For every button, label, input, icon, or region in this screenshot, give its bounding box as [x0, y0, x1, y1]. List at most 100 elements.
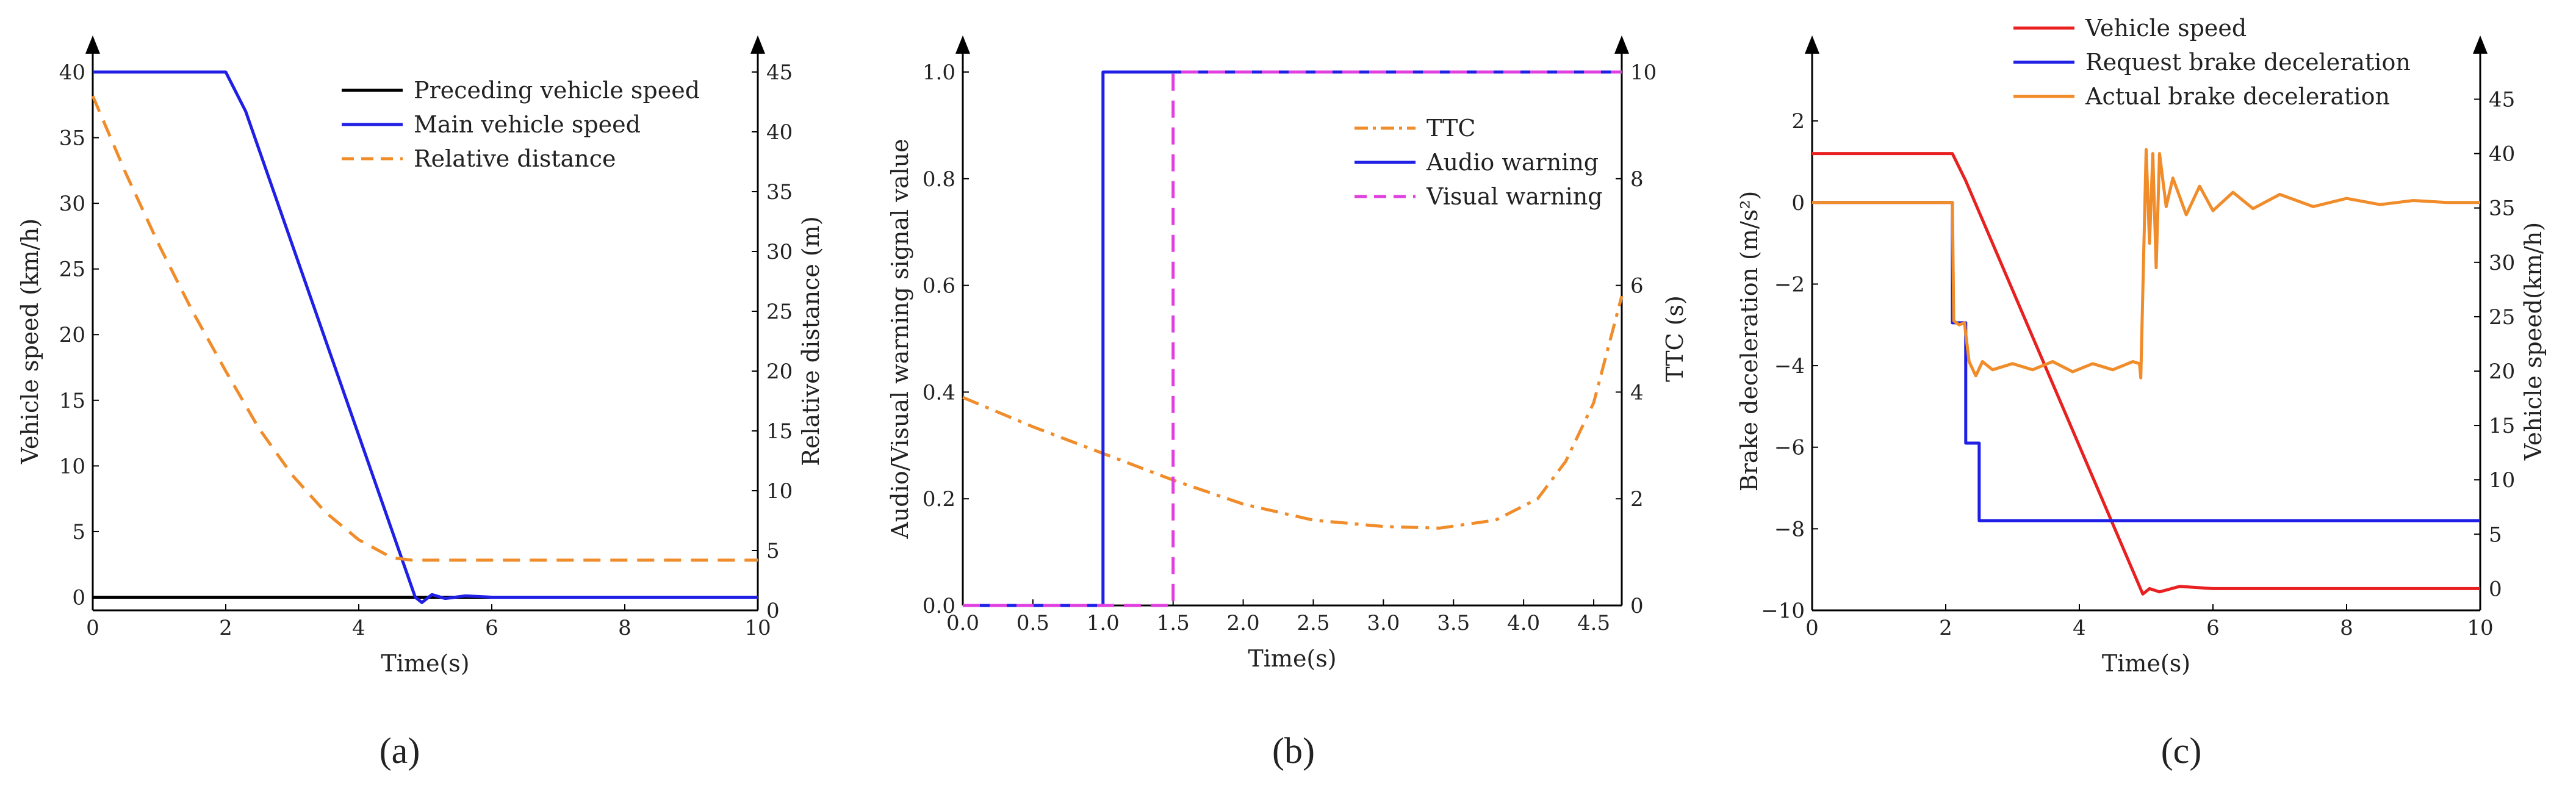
plot-area-c: 0 2 4 6 8 10−10−8−6−4−202051015202530354045Ti…	[1736, 15, 2547, 677]
x-tick-label: 4	[2073, 616, 2086, 640]
x-tick-label: 0.5	[1016, 611, 1049, 635]
y-right-tick-label: 2	[1630, 487, 1644, 511]
y-right-tick-label: 25	[2489, 305, 2515, 330]
y-left-tick-label: 35	[59, 126, 85, 151]
series-line-request-brake-deceleration	[1812, 201, 2480, 522]
series-line-visual-warning	[963, 70, 1622, 607]
y-left-tick-label: −4	[1774, 354, 1805, 378]
legend-label: Actual brake deceleration	[2085, 83, 2390, 110]
y-right-tick-label: 20	[766, 359, 793, 384]
legend-label: Visual warning	[1426, 183, 1603, 210]
x-tick-label: 2.0	[1227, 611, 1260, 635]
x-tick-label: 3.0	[1367, 611, 1400, 635]
y-right-tick-label: 35	[766, 180, 793, 204]
y-axis-right-arrow	[750, 35, 765, 54]
y-right-tick-label: 35	[2489, 197, 2515, 221]
x-tick-label: 10	[2467, 616, 2493, 640]
y-right-tick-label: 45	[766, 60, 793, 85]
x-tick-label: 0	[1805, 616, 1819, 640]
panel-b: 0.0 0.5 1.0 1.5 2.0 2.5 3.0 3.5 4.0 4.5 0.0 0.2 0.4 0…	[887, 35, 1688, 771]
plot-area-b: 0.0 0.5 1.0 1.5 2.0 2.5 3.0 3.5 4.0 4.5 0.0 0.2 0.4 0…	[887, 35, 1688, 672]
y-right-tick-label: 40	[766, 120, 793, 145]
x-tick-label: 0	[86, 616, 99, 640]
y-axis-left-label: Audio/Visual warning signal value	[887, 139, 913, 539]
legend: Preceding vehicle speed Main vehicle spee…	[342, 77, 700, 172]
x-tick-label: 10	[744, 616, 771, 640]
x-tick-label: 8	[2340, 616, 2353, 640]
x-tick-label: 3.5	[1437, 611, 1470, 635]
panel-label-b: (b)	[1272, 731, 1315, 771]
y-right-tick-label: 0	[1630, 594, 1644, 618]
x-tick-label: 4.5	[1577, 611, 1610, 635]
y-left-tick-label: 0.0	[923, 594, 955, 618]
y-right-tick-label: 5	[766, 539, 780, 563]
x-tick-label: 6	[485, 616, 498, 640]
legend-label: Request brake deceleration	[2085, 49, 2411, 76]
legend-label: Relative distance	[414, 145, 616, 172]
y-left-tick-label: 0.2	[923, 487, 955, 511]
x-tick-label: 6	[2206, 616, 2220, 640]
y-right-tick-label: 6	[1630, 274, 1644, 298]
y-right-tick-label: 10	[2489, 468, 2515, 493]
series-line-main-vehicle-speed	[93, 70, 758, 604]
panel-c: 0 2 4 6 8 10−10−8−6−4−202051015202530354045Ti…	[1736, 15, 2547, 771]
plot-area-a: 0 2 4 6 8 10051015202530354005101520253035404…	[16, 35, 824, 677]
legend-label: Main vehicle speed	[414, 111, 641, 138]
x-tick-label: 1.5	[1157, 611, 1190, 635]
series-line-vehicle-speed	[1812, 152, 2480, 596]
legend: Vehicle speed Request brake deceleration A…	[2013, 15, 2411, 110]
y-left-tick-label: 0.8	[923, 167, 955, 192]
y-right-tick-label: 30	[2489, 251, 2515, 275]
y-right-tick-label: 0	[2489, 577, 2502, 601]
x-tick-label: 4.0	[1507, 611, 1540, 635]
y-axis-left-label: Vehicle speed (km/h)	[16, 219, 43, 464]
x-axis-label: Time(s)	[381, 650, 469, 677]
legend-label: TTC	[1427, 115, 1475, 142]
y-left-tick-label: 40	[59, 60, 85, 85]
y-left-tick-label: 25	[59, 258, 85, 282]
y-right-tick-label: 20	[2489, 359, 2515, 384]
y-left-tick-label: 20	[59, 323, 85, 347]
y-right-tick-label: 10	[766, 479, 793, 504]
y-left-tick-label: −6	[1774, 436, 1805, 460]
series-line-relative-distance	[91, 95, 758, 562]
y-left-tick-label: 0.6	[923, 274, 955, 298]
y-left-tick-label: −2	[1774, 272, 1805, 297]
legend-label: Vehicle speed	[2085, 15, 2247, 42]
x-tick-label: 8	[618, 616, 631, 640]
panel-label-a: (a)	[380, 731, 420, 771]
y-right-tick-label: 30	[766, 240, 793, 264]
y-left-tick-label: 30	[59, 192, 85, 216]
series-line-ttc	[962, 295, 1624, 530]
x-tick-label: 2	[1939, 616, 1952, 640]
series-line-actual-brake-deceleration	[1812, 148, 2480, 380]
y-axis-right-label: Relative distance (m)	[797, 216, 824, 466]
y-left-tick-label: −8	[1774, 517, 1805, 541]
y-left-tick-label: 0.4	[923, 380, 955, 405]
y-right-tick-label: 10	[1630, 60, 1657, 85]
legend-label: Audio warning	[1426, 149, 1599, 176]
y-right-tick-label: 4	[1630, 380, 1644, 405]
legend: TTC Audio warning Visual warning	[1355, 115, 1603, 210]
y-right-tick-label: 8	[1630, 167, 1644, 192]
y-left-tick-label: 15	[59, 389, 85, 413]
y-left-tick-label: 0	[72, 585, 85, 610]
y-right-tick-label: 25	[766, 300, 793, 324]
x-tick-label: 0.0	[946, 611, 979, 635]
y-left-tick-label: 1.0	[923, 60, 955, 85]
y-axis-left-arrow	[85, 35, 100, 54]
y-right-tick-label: 15	[2489, 414, 2515, 438]
y-left-tick-label: 10	[59, 454, 85, 479]
legend-label: Preceding vehicle speed	[414, 77, 700, 104]
panel-label-c: (c)	[2161, 731, 2202, 771]
y-left-tick-label: 5	[72, 520, 85, 544]
y-right-tick-label: 15	[766, 419, 793, 444]
y-axis-left-arrow	[955, 35, 970, 54]
y-axis-left-arrow	[1805, 35, 1819, 54]
y-right-tick-label: 0	[766, 599, 780, 623]
panel-a: 0 2 4 6 8 10051015202530354005101520253035404…	[16, 35, 824, 771]
y-right-tick-label: 5	[2489, 522, 2502, 547]
x-tick-label: 1.0	[1087, 611, 1120, 635]
x-axis-label: Time(s)	[2102, 650, 2190, 677]
